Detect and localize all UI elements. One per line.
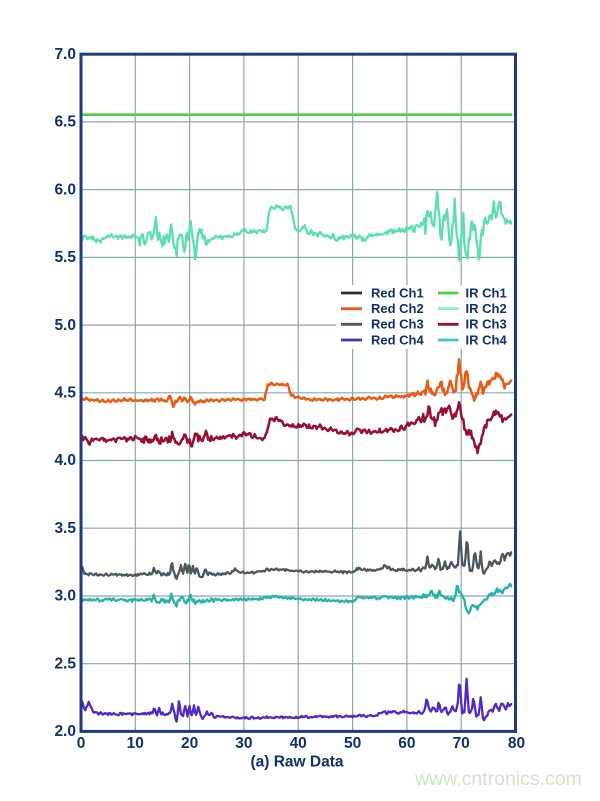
svg-text:www.cntronics.com: www.cntronics.com bbox=[414, 768, 582, 790]
svg-text:80: 80 bbox=[508, 735, 525, 752]
svg-text:4.0: 4.0 bbox=[54, 452, 76, 469]
svg-text:IR Ch3: IR Ch3 bbox=[466, 317, 507, 332]
svg-text:40: 40 bbox=[290, 735, 307, 752]
svg-text:30: 30 bbox=[235, 735, 252, 752]
svg-text:3.5: 3.5 bbox=[54, 520, 76, 537]
svg-text:Red Ch1: Red Ch1 bbox=[371, 285, 424, 300]
svg-text:50: 50 bbox=[344, 735, 361, 752]
svg-text:6.5: 6.5 bbox=[54, 114, 76, 131]
svg-text:6.0: 6.0 bbox=[54, 181, 76, 198]
svg-text:3.0: 3.0 bbox=[54, 588, 76, 605]
svg-text:2.5: 2.5 bbox=[54, 655, 76, 672]
svg-text:7.0: 7.0 bbox=[54, 46, 76, 63]
svg-text:(a) Raw Data: (a) Raw Data bbox=[250, 754, 343, 771]
svg-text:Red Ch3: Red Ch3 bbox=[371, 317, 424, 332]
svg-text:2.0: 2.0 bbox=[54, 723, 76, 740]
svg-text:IR Ch4: IR Ch4 bbox=[466, 332, 508, 347]
svg-text:IR Ch1: IR Ch1 bbox=[466, 285, 507, 300]
svg-text:IR Ch2: IR Ch2 bbox=[466, 301, 507, 316]
svg-text:5.5: 5.5 bbox=[54, 249, 76, 266]
svg-text:20: 20 bbox=[181, 735, 198, 752]
svg-text:Red Ch4: Red Ch4 bbox=[371, 332, 425, 347]
svg-text:Red Ch2: Red Ch2 bbox=[371, 301, 424, 316]
svg-text:0: 0 bbox=[77, 735, 86, 752]
svg-text:60: 60 bbox=[398, 735, 415, 752]
svg-text:10: 10 bbox=[127, 735, 144, 752]
svg-text:4.5: 4.5 bbox=[54, 385, 76, 402]
svg-text:70: 70 bbox=[453, 735, 470, 752]
svg-text:5.0: 5.0 bbox=[54, 317, 76, 334]
